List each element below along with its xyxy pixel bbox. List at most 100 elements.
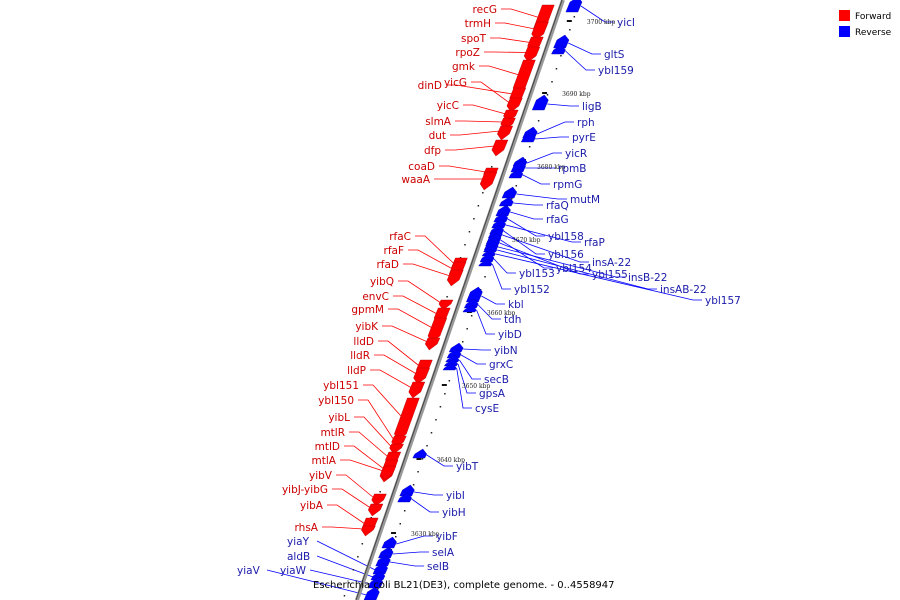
leader-line <box>522 174 550 185</box>
gene-label-reverse: ybl155 <box>592 269 628 281</box>
leader-line <box>374 354 417 375</box>
track-dot <box>461 341 464 343</box>
track-dot <box>357 556 359 558</box>
track-dot <box>515 185 518 187</box>
leader-line <box>463 348 491 351</box>
gene-arrow-reverse <box>551 44 566 55</box>
leader-line <box>340 459 384 472</box>
leader-line <box>414 491 443 496</box>
gene-label-forward: dut <box>429 130 446 142</box>
leader-line <box>463 104 506 115</box>
leader-line <box>411 498 439 513</box>
gene-label-forward: waaA <box>401 174 430 186</box>
track-dot <box>473 218 475 220</box>
leader-line <box>426 454 453 467</box>
tick-mark <box>542 92 548 94</box>
track-dot <box>379 491 381 493</box>
track-dot <box>435 419 437 421</box>
gene-arrow-forward <box>371 493 387 507</box>
tick-label: 3670 kbp <box>512 237 541 244</box>
gene-label-reverse: gltS <box>604 49 625 61</box>
track-dot <box>417 471 419 473</box>
gene-label-forward: mtlD <box>315 441 340 453</box>
gene-label-reverse: yibD <box>498 329 522 341</box>
leader-lines <box>266 5 702 596</box>
track-dot <box>470 315 473 317</box>
gene-label-forward: yicG <box>444 77 467 89</box>
leader-line <box>497 249 657 290</box>
gene-label-reverse: rfaP <box>584 237 605 249</box>
tick-label: 3640 kbp <box>436 457 465 464</box>
gene-label-forward: yibL <box>328 412 350 424</box>
gene-label-reverse: selA <box>432 547 455 559</box>
track-dot <box>482 192 484 194</box>
gene-label-forward: gmk <box>452 61 476 73</box>
leader-line <box>370 369 412 389</box>
gene-label-reverse: kbl <box>508 299 524 311</box>
leader-line <box>479 65 520 76</box>
gene-arrow-reverse <box>462 304 477 313</box>
gene-label-reverse: yibF <box>436 531 458 543</box>
gene-arrow-forward <box>506 97 523 113</box>
gene-label-reverse: ybl157 <box>705 295 741 307</box>
gene-label-reverse: ybl153 <box>519 268 555 280</box>
gene-arrow-reverse <box>508 168 524 179</box>
leader-line <box>484 51 527 53</box>
gene-label-forward: spoT <box>461 33 487 45</box>
track-dot <box>403 510 406 512</box>
leader-line <box>363 384 403 418</box>
gene-arrow-reverse <box>397 492 412 503</box>
leader-line <box>332 488 371 509</box>
gene-arrow-reverse <box>565 0 583 13</box>
gene-arrow-reverse <box>412 448 428 459</box>
gene-arrow-forward <box>413 367 430 385</box>
tick-label: 3650 kbp <box>462 383 491 390</box>
leader-line <box>349 431 389 458</box>
leader-line <box>491 263 511 290</box>
tick-mark <box>416 458 422 460</box>
gene-label-reverse: yiaV <box>237 565 261 577</box>
leader-line <box>513 202 543 206</box>
leader-line <box>415 235 455 265</box>
leader-line <box>547 103 579 107</box>
leader-line <box>503 230 545 255</box>
leader-line <box>580 5 614 23</box>
gene-arrow-reverse <box>478 258 493 267</box>
leader-line <box>354 416 392 448</box>
leader-line <box>456 367 472 409</box>
leader-line <box>344 445 385 470</box>
tick-label: 3660 kbp <box>487 310 516 317</box>
gene-arrow-forward <box>408 381 426 399</box>
track-dot <box>464 244 466 246</box>
tick-mark <box>441 384 447 386</box>
track-dot <box>412 484 415 486</box>
track-dot <box>395 536 397 538</box>
gene-label-reverse: ligB <box>582 101 602 113</box>
leader-line <box>516 193 567 200</box>
gene-label-forward: yibQ <box>370 276 394 288</box>
leader-line <box>389 561 424 567</box>
gene-label-reverse: yibI <box>446 490 465 502</box>
gene-label-forward: rfaF <box>384 245 405 257</box>
track-dot <box>511 198 513 200</box>
gene-label-forward: ybl151 <box>323 380 359 392</box>
legend: Forward Reverse <box>839 10 892 38</box>
gene-label-reverse: rph <box>577 117 595 129</box>
gene-label-reverse: yiaW <box>280 565 307 577</box>
leader-line <box>502 234 589 263</box>
gene-arrow-forward <box>367 503 384 517</box>
track-dot <box>370 517 372 519</box>
leader-line <box>439 165 487 173</box>
track-dot <box>444 393 446 395</box>
tick-mark <box>566 20 572 22</box>
axis-line-inner <box>355 0 563 600</box>
gene-label-reverse: yibH <box>442 507 466 519</box>
gene-label-reverse: pyrE <box>572 132 596 144</box>
track-dot <box>430 432 433 434</box>
gene-label-forward: mtlR <box>320 427 345 439</box>
gene-label-forward: envC <box>362 291 389 303</box>
track-dot <box>348 582 350 584</box>
leader-line <box>398 280 442 304</box>
